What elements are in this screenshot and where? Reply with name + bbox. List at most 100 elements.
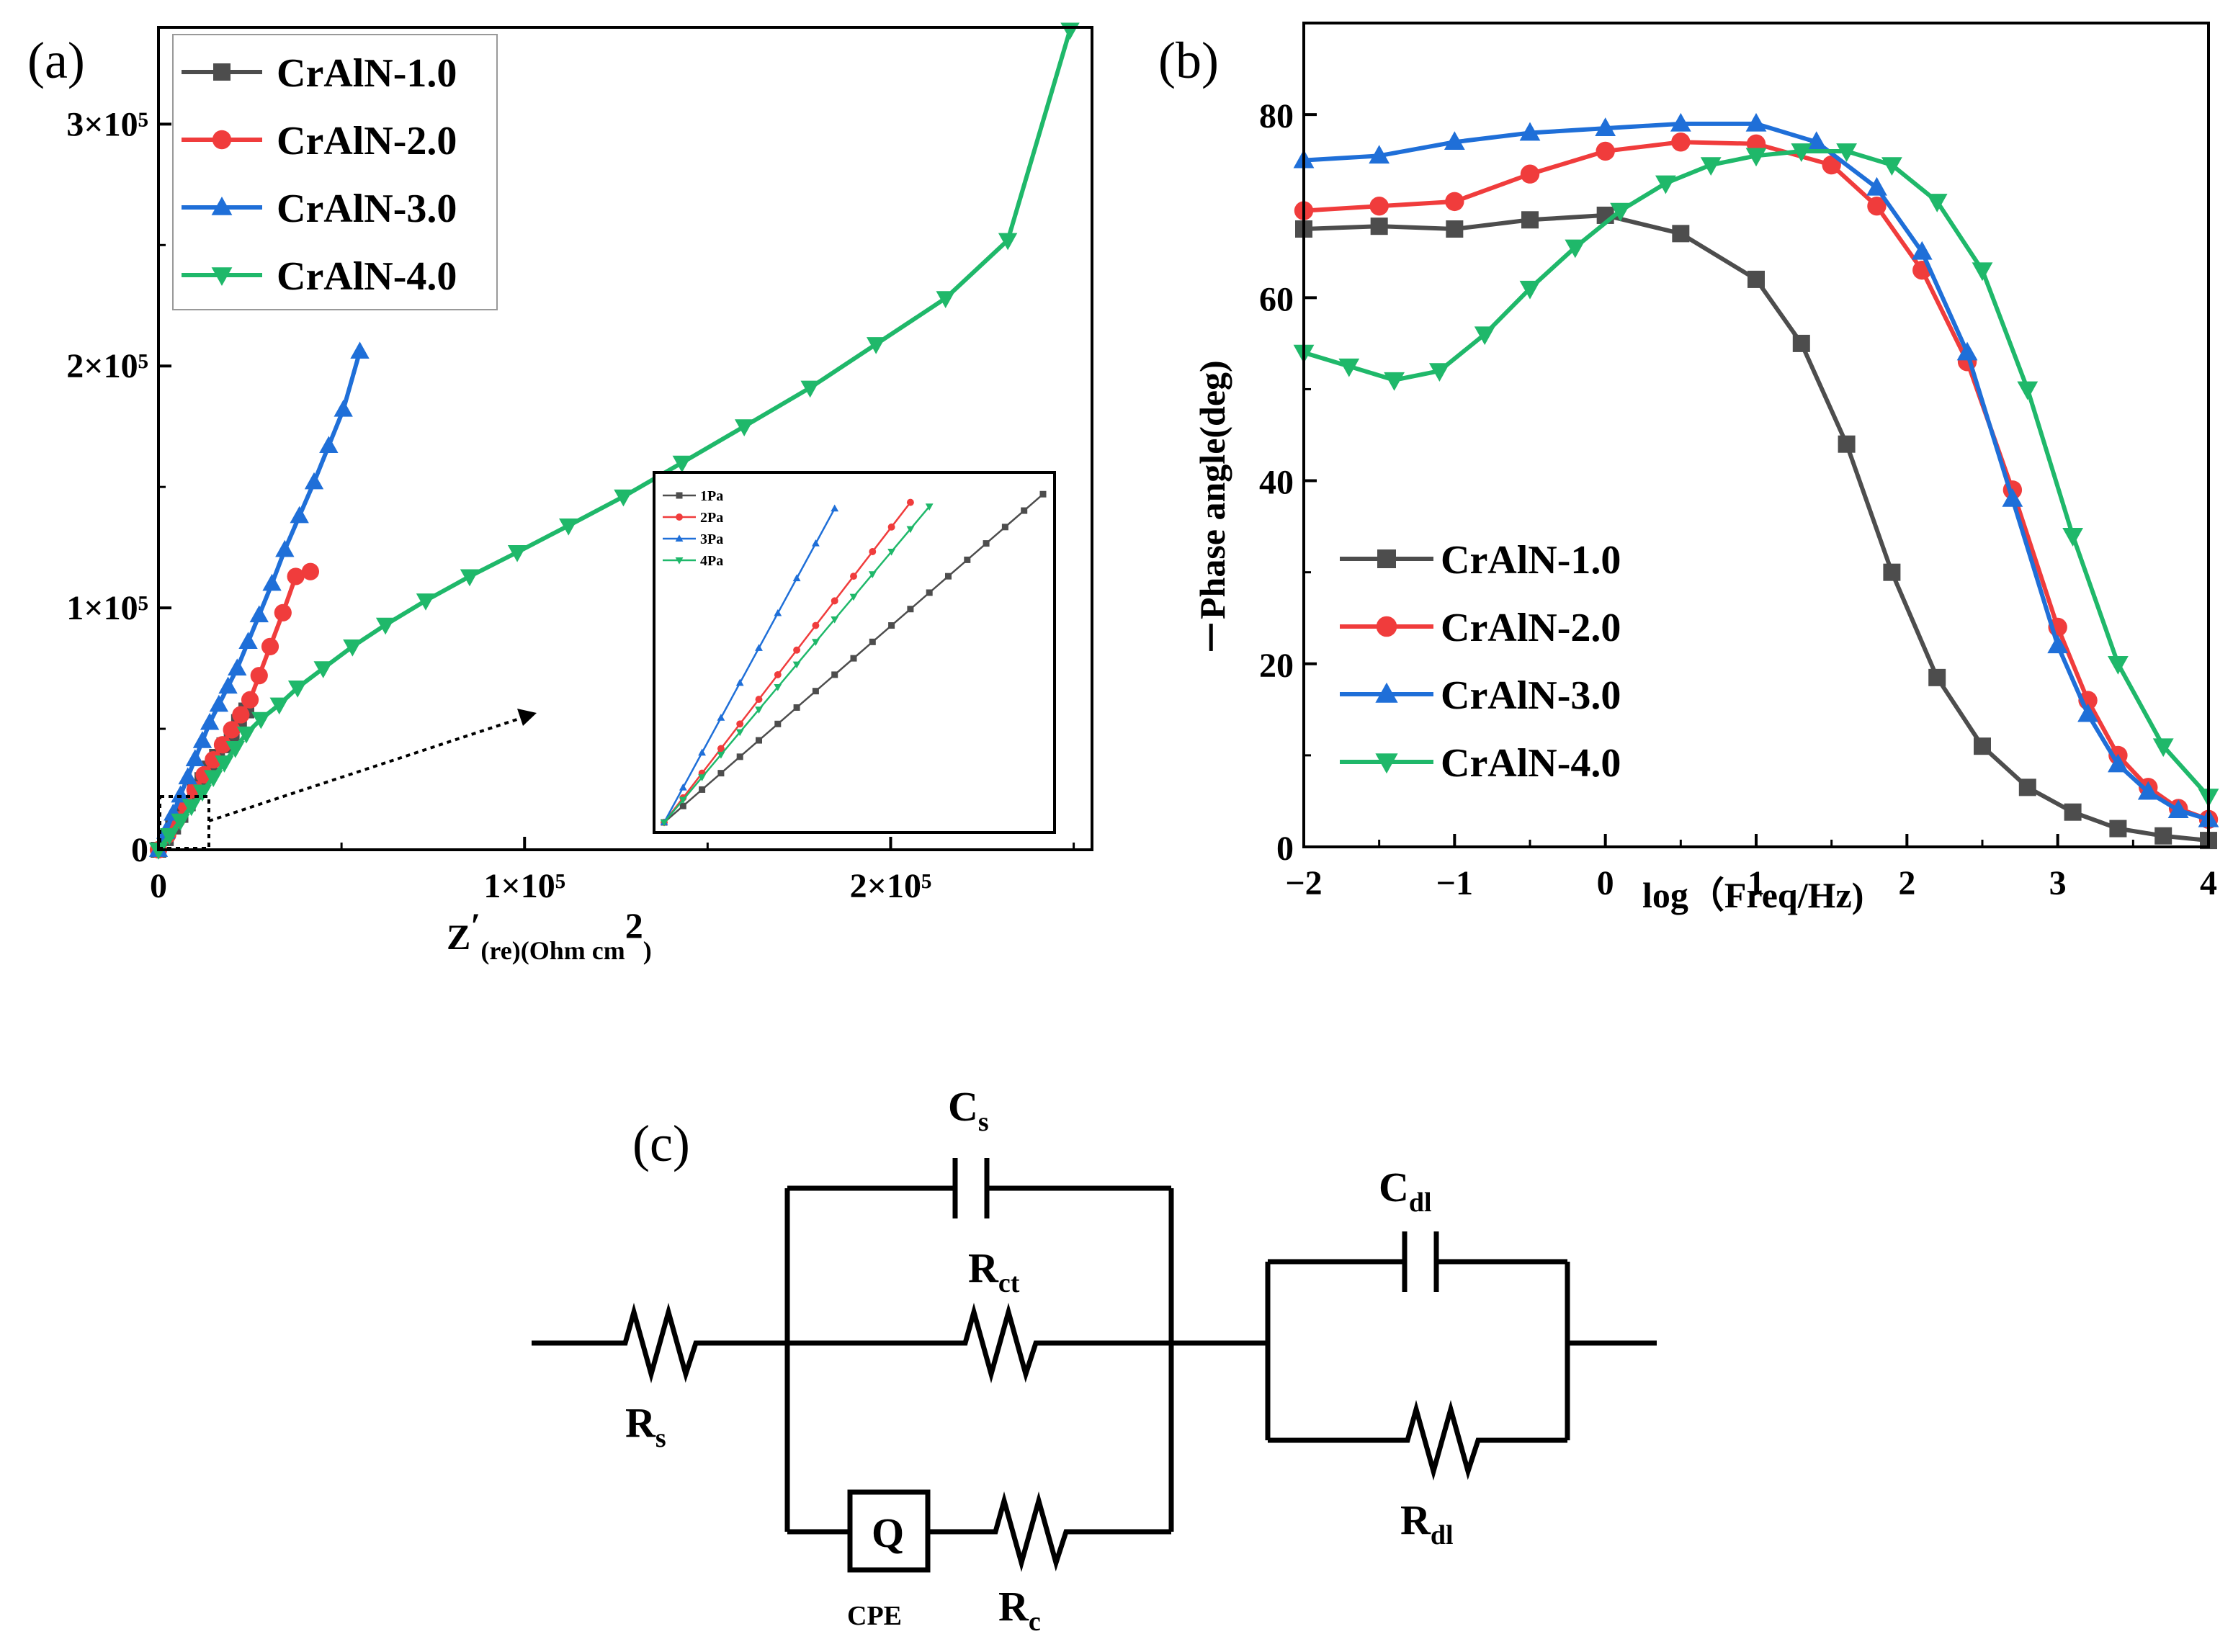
data-point-CrAlN-3.0	[249, 605, 269, 623]
data-point-CrAlN-2.0	[274, 603, 292, 621]
inset-data-point-4Pa	[887, 548, 895, 556]
legend-label-CrAlN-2.0: CrAlN-2.0	[1441, 606, 1621, 650]
series-line-CrAlN-2.0	[1303, 140, 2210, 822]
inset-legend-label-1Pa: 1Pa	[700, 488, 723, 504]
inset-data-point-1Pa	[1001, 524, 1008, 531]
inset-data-point-3Pa	[812, 539, 820, 547]
data-point-CrAlN-3.0	[192, 731, 212, 748]
y-tick-label: 1×10⁵	[66, 589, 148, 627]
inset-data-point-2Pa	[755, 696, 763, 704]
inset-legend-marker-2Pa	[676, 513, 683, 521]
label-rs: Rs	[625, 1399, 666, 1453]
data-point-CrAlN-4.0	[936, 291, 955, 308]
y-tick-label: 0	[1276, 830, 1294, 868]
data-point-CrAlN-3.0	[1745, 112, 1767, 132]
legend-label-CrAlN-4.0: CrAlN-4.0	[1441, 741, 1621, 786]
inset-data-point-1Pa	[717, 770, 725, 777]
legend-label-CrAlN-3.0: CrAlN-3.0	[1441, 673, 1621, 718]
data-point-CrAlN-3.0	[209, 694, 229, 712]
inset-data-point-4Pa	[906, 526, 915, 534]
data-point-CrAlN-2.0	[1822, 155, 1841, 175]
data-point-CrAlN-3.0	[1670, 112, 1691, 132]
series-line-CrAlN-2.0	[156, 569, 311, 851]
data-point-CrAlN-4.0	[734, 419, 754, 436]
panel-a-axes-frame	[157, 26, 1093, 851]
data-point-CrAlN-4.0	[1836, 143, 1857, 162]
data-point-CrAlN-3.0	[2077, 703, 2098, 722]
data-point-CrAlN-3.0	[1595, 117, 1616, 136]
data-point-CrAlN-4.0	[2152, 738, 2174, 758]
inset-data-point-1Pa	[1021, 507, 1028, 514]
inset-data-point-1Pa	[907, 606, 914, 613]
data-point-CrAlN-3.0	[2108, 753, 2129, 773]
data-point-CrAlN-2.0	[213, 736, 232, 754]
data-point-CrAlN-4.0	[313, 661, 333, 678]
data-point-CrAlN-2.0	[205, 750, 223, 769]
label-q: Q	[872, 1509, 904, 1556]
panel-b-axes-frame	[1302, 22, 2210, 848]
data-point-CrAlN-4.0	[1060, 22, 1080, 40]
inset-data-point-3Pa	[792, 574, 801, 582]
data-point-CrAlN-4.0	[1926, 194, 1948, 212]
data-point-CrAlN-3.0	[2137, 781, 2159, 800]
data-point-CrAlN-4.0	[375, 617, 395, 635]
data-point-CrAlN-4.0	[1700, 157, 1722, 176]
data-point-CrAlN-4.0	[866, 337, 886, 354]
data-point-CrAlN-4.0	[251, 711, 271, 730]
inset-data-point-3Pa	[774, 609, 782, 616]
inset-series-line-2Pa	[663, 501, 911, 823]
data-point-CrAlN-4.0	[343, 639, 362, 657]
data-point-CrAlN-4.0	[460, 569, 480, 587]
resistor-rc-icon	[985, 1491, 1073, 1573]
x-tick-label: −2	[1285, 864, 1322, 902]
data-point-CrAlN-4.0	[672, 455, 692, 473]
inset-legend-label-4Pa: 4Pa	[700, 553, 723, 569]
data-point-CrAlN-3.0	[2002, 488, 2023, 507]
data-point-CrAlN-1.0	[1748, 270, 1765, 288]
data-point-CrAlN-3.0	[304, 472, 324, 490]
data-point-CrAlN-1.0	[2109, 820, 2127, 838]
x-tick-label: 2	[1898, 864, 1915, 902]
y-tick-label: 3×10⁵	[66, 105, 148, 143]
x-tick-label: 3	[2049, 864, 2067, 902]
panel-a-legend: CrAlN-1.0 CrAlN-2.0 CrAlN-3.0 CrAlN-4.0	[172, 34, 498, 310]
panel-c-equivalent-circuit: (c) Rs Cs	[532, 1083, 1657, 1637]
legend-marker-CrAlN-3.0	[211, 197, 233, 215]
inset-data-point-2Pa	[774, 670, 782, 678]
resistor-rs-icon	[614, 1302, 702, 1384]
data-point-CrAlN-4.0	[2062, 528, 2083, 547]
resistor-rct-icon	[955, 1302, 1043, 1384]
data-point-CrAlN-1.0	[1974, 737, 1991, 755]
inset-data-point-3Pa	[698, 748, 706, 756]
panel-b-y-axis-title: －Phase angle(deg)	[1192, 360, 1232, 655]
data-point-CrAlN-4.0	[204, 770, 223, 787]
label-cpe: CPE	[847, 1601, 902, 1631]
data-point-CrAlN-3.0	[2167, 799, 2189, 818]
x-tick-label: 4	[2200, 864, 2217, 902]
data-point-CrAlN-4.0	[2108, 655, 2129, 675]
data-point-CrAlN-1.0	[1838, 435, 1856, 453]
label-cdl: Cdl	[1379, 1164, 1432, 1218]
data-point-CrAlN-4.0	[1519, 280, 1541, 300]
x-tick-label: 1×10⁵	[483, 867, 565, 905]
inset-data-point-1Pa	[679, 802, 686, 809]
panel-b-legend: CrAlN-1.0 CrAlN-2.0 CrAlN-3.0 CrAlN-4.0	[1340, 538, 1621, 786]
inset-data-point-1Pa	[926, 589, 933, 596]
data-point-CrAlN-1.0	[1370, 217, 1388, 235]
data-point-CrAlN-4.0	[192, 784, 212, 802]
inset-legend-marker-3Pa	[675, 534, 684, 542]
inset-legend-label-2Pa: 2Pa	[700, 510, 723, 526]
inset-data-point-2Pa	[736, 720, 744, 728]
inset-data-point-1Pa	[831, 671, 838, 678]
data-point-CrAlN-1.0	[1446, 220, 1464, 238]
x-tick-label: 1	[1748, 864, 1765, 902]
inset-data-point-4Pa	[868, 571, 877, 578]
data-point-CrAlN-3.0	[319, 436, 339, 453]
data-point-CrAlN-3.0	[228, 658, 247, 675]
data-point-CrAlN-4.0	[416, 593, 436, 611]
y-tick-label: 60	[1259, 280, 1294, 318]
label-rct: Rct	[968, 1244, 1020, 1298]
